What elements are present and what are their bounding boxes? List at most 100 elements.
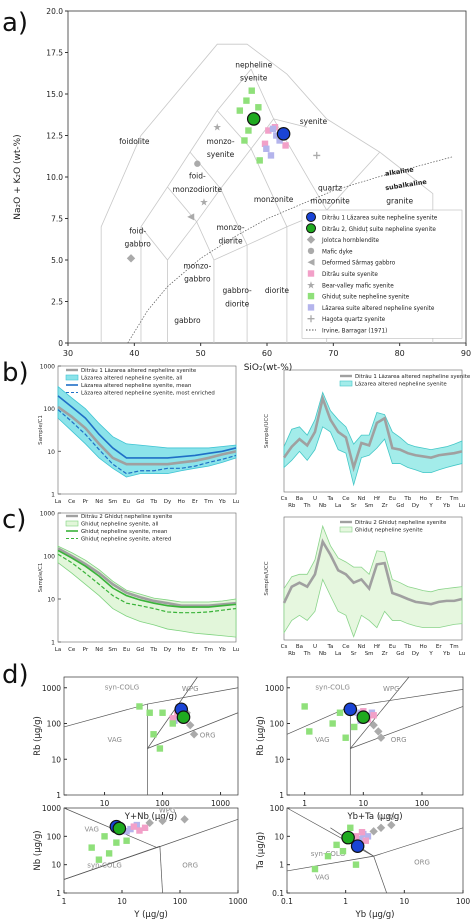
c-right-xtick-label: Er bbox=[436, 644, 442, 650]
d-ta-yb-boundary bbox=[373, 827, 464, 857]
b-left-legend-label: Ditrău 1 Lăzarea altered nepheline syeni… bbox=[81, 368, 197, 374]
c-left-ytick-label: 1 bbox=[51, 640, 55, 647]
d-ta-yb-point bbox=[362, 837, 369, 844]
d-rb-ybta-ytick-label: 1 bbox=[279, 791, 284, 800]
legend-swatch bbox=[306, 212, 316, 222]
c-left-xtick-label: Lu bbox=[233, 647, 239, 653]
tas-point: ★ bbox=[199, 197, 208, 208]
tas-field-label: monzonite bbox=[310, 197, 350, 206]
b-left-ytick-label: 100 bbox=[44, 406, 56, 413]
c-left-ylabel: Sample/C1 bbox=[38, 563, 44, 593]
b-right-xtick-label: Tm bbox=[449, 496, 459, 502]
c-left-ytick-label: 1000 bbox=[40, 511, 55, 518]
c-left-series-line bbox=[57, 547, 237, 607]
b-left-band bbox=[57, 385, 237, 478]
tas-field-boundary bbox=[216, 110, 288, 227]
legend-swatch bbox=[307, 258, 315, 266]
c-right-xtick-label: Ta bbox=[327, 644, 334, 650]
d-nb-y-point-highlight bbox=[112, 821, 127, 836]
legend-label: Mafic dyke bbox=[322, 249, 353, 255]
b-right-xtick-label: Eu bbox=[389, 496, 396, 502]
tas-point bbox=[194, 160, 201, 167]
b-right-xtick-label: Nb bbox=[319, 503, 327, 509]
tas-ytick-label: 10.0 bbox=[46, 173, 63, 182]
legend-swatch bbox=[306, 235, 316, 244]
d-nb-y-frame bbox=[63, 807, 239, 894]
d-rb-ynb-point bbox=[189, 730, 199, 739]
tas-field-label: granite bbox=[386, 197, 413, 206]
legend-label: Irvine, Barragar (1971) bbox=[322, 329, 387, 335]
legend-swatch bbox=[306, 223, 316, 234]
c-right-xtick-label: Zr bbox=[382, 651, 389, 657]
d-nb-y-point bbox=[105, 850, 113, 857]
d-rb-ynb-boundary bbox=[147, 712, 239, 749]
d-ta-yb-field-label: WPG bbox=[378, 813, 395, 821]
b-left-xtick-label: Sm bbox=[108, 499, 117, 505]
tas-point bbox=[246, 112, 261, 126]
b-left-ytick-label: 1 bbox=[51, 492, 55, 499]
tas-field-label: monzodiorite bbox=[173, 185, 223, 194]
d-rb-ybta-point bbox=[369, 720, 378, 730]
c-left-legend-label: Ghiduț nepheline syenite, all bbox=[81, 522, 158, 528]
tas-field-label: quartz bbox=[318, 183, 342, 192]
d-rb-ybta-ytick-label: 10 bbox=[274, 755, 284, 764]
tas-ytick-label: 5.0 bbox=[51, 256, 63, 265]
b-left-legend-label: Lăzarea altered nepheline syenite, mean bbox=[81, 383, 191, 389]
tas-xtick-label: 60 bbox=[262, 349, 272, 358]
b-right-xtick-label: Hf bbox=[374, 496, 381, 502]
d-nb-y-field-label: VAG bbox=[84, 825, 98, 833]
d-ta-yb-ytick-label: 1 bbox=[279, 861, 284, 870]
tas-field-label: diorite bbox=[225, 299, 250, 308]
d-rb-ynb-field-label: syn-COLG bbox=[105, 683, 139, 691]
d-ta-yb-xtick-label: 1 bbox=[343, 897, 348, 906]
b-right-xtick-label: U bbox=[313, 496, 317, 502]
legend-label: Hagota quartz syenite bbox=[322, 317, 386, 323]
panel-a-label: a) bbox=[2, 8, 29, 38]
tas-field-label: foid- bbox=[129, 226, 146, 235]
d-rb-ynb-point bbox=[150, 731, 157, 738]
d-nb-y-ytick-label: 1 bbox=[56, 889, 61, 898]
d-nb-y-boundary bbox=[156, 818, 239, 848]
d-rb-ybta-ylabel: Rb (µg/g) bbox=[256, 716, 266, 756]
tas-ytick-label: 7.5 bbox=[51, 215, 63, 224]
d-ta-yb-ylabel: Ta (µg/g) bbox=[256, 832, 266, 870]
c-left-frame bbox=[57, 512, 237, 643]
c-right-xtick-label: Ba bbox=[296, 644, 303, 650]
b-left-legend-swatch bbox=[65, 374, 79, 381]
c-left-xtick-label: Gd bbox=[136, 647, 144, 653]
tas-field-boundary bbox=[140, 226, 168, 261]
tas-field-label: diorite bbox=[265, 286, 290, 295]
legend-label: Bear-valley mafic syenite bbox=[322, 283, 394, 289]
d-rb-ybta-point bbox=[374, 727, 383, 736]
d-ta-yb-point bbox=[387, 820, 396, 830]
b-right-legend-label: Lăzarea altered nepheline syenite bbox=[355, 382, 447, 388]
legend-swatch bbox=[307, 304, 315, 311]
d-rb-ynb-ylabel: Rb (µg/g) bbox=[33, 716, 43, 756]
b-left-xtick-label: Lu bbox=[233, 499, 239, 505]
tas-ytick-label: 20.0 bbox=[46, 7, 63, 16]
d-nb-y-field-label: ORG bbox=[182, 861, 198, 869]
d-rb-ynb-field-label: ORG bbox=[200, 732, 216, 740]
b-right-xtick-label: Yb bbox=[442, 503, 450, 509]
d-rb-ynb-point-highlight bbox=[176, 710, 191, 725]
d-nb-y-ylabel: Nb (µg/g) bbox=[33, 830, 43, 870]
d-rb-ybta-field-label: ORG bbox=[391, 736, 407, 744]
b-left-xtick-label: Dy bbox=[164, 499, 172, 505]
c-right-xtick-label: La bbox=[335, 651, 341, 657]
d-rb-ynb-xtick-label: 10 bbox=[100, 799, 110, 808]
c-right-xtick-label: Nd bbox=[358, 644, 366, 650]
d-rb-ybta-field-label: WPG bbox=[383, 685, 400, 693]
d-ta-yb-point bbox=[357, 835, 364, 843]
c-left-ytick-label: 10 bbox=[47, 597, 55, 604]
d-ta-yb-field-label: VAG bbox=[315, 873, 329, 881]
d-rb-ybta-field-label: syn-COLG bbox=[315, 683, 349, 691]
d-rb-ybta-boundary bbox=[350, 676, 410, 749]
c-right-xtick-label: Th bbox=[303, 651, 311, 657]
d-nb-y-xtick-label: 10 bbox=[117, 897, 127, 906]
d-ta-yb-xtick-label: 0.1 bbox=[281, 897, 293, 906]
tas-field-boundary bbox=[273, 118, 307, 128]
d-rb-ynb-ytick-label: 10 bbox=[51, 755, 61, 764]
d-nb-y-point bbox=[123, 837, 130, 844]
d-rb-ynb-ytick-label: 1 bbox=[56, 791, 61, 800]
c-right-xtick-label: Cs bbox=[281, 644, 288, 650]
